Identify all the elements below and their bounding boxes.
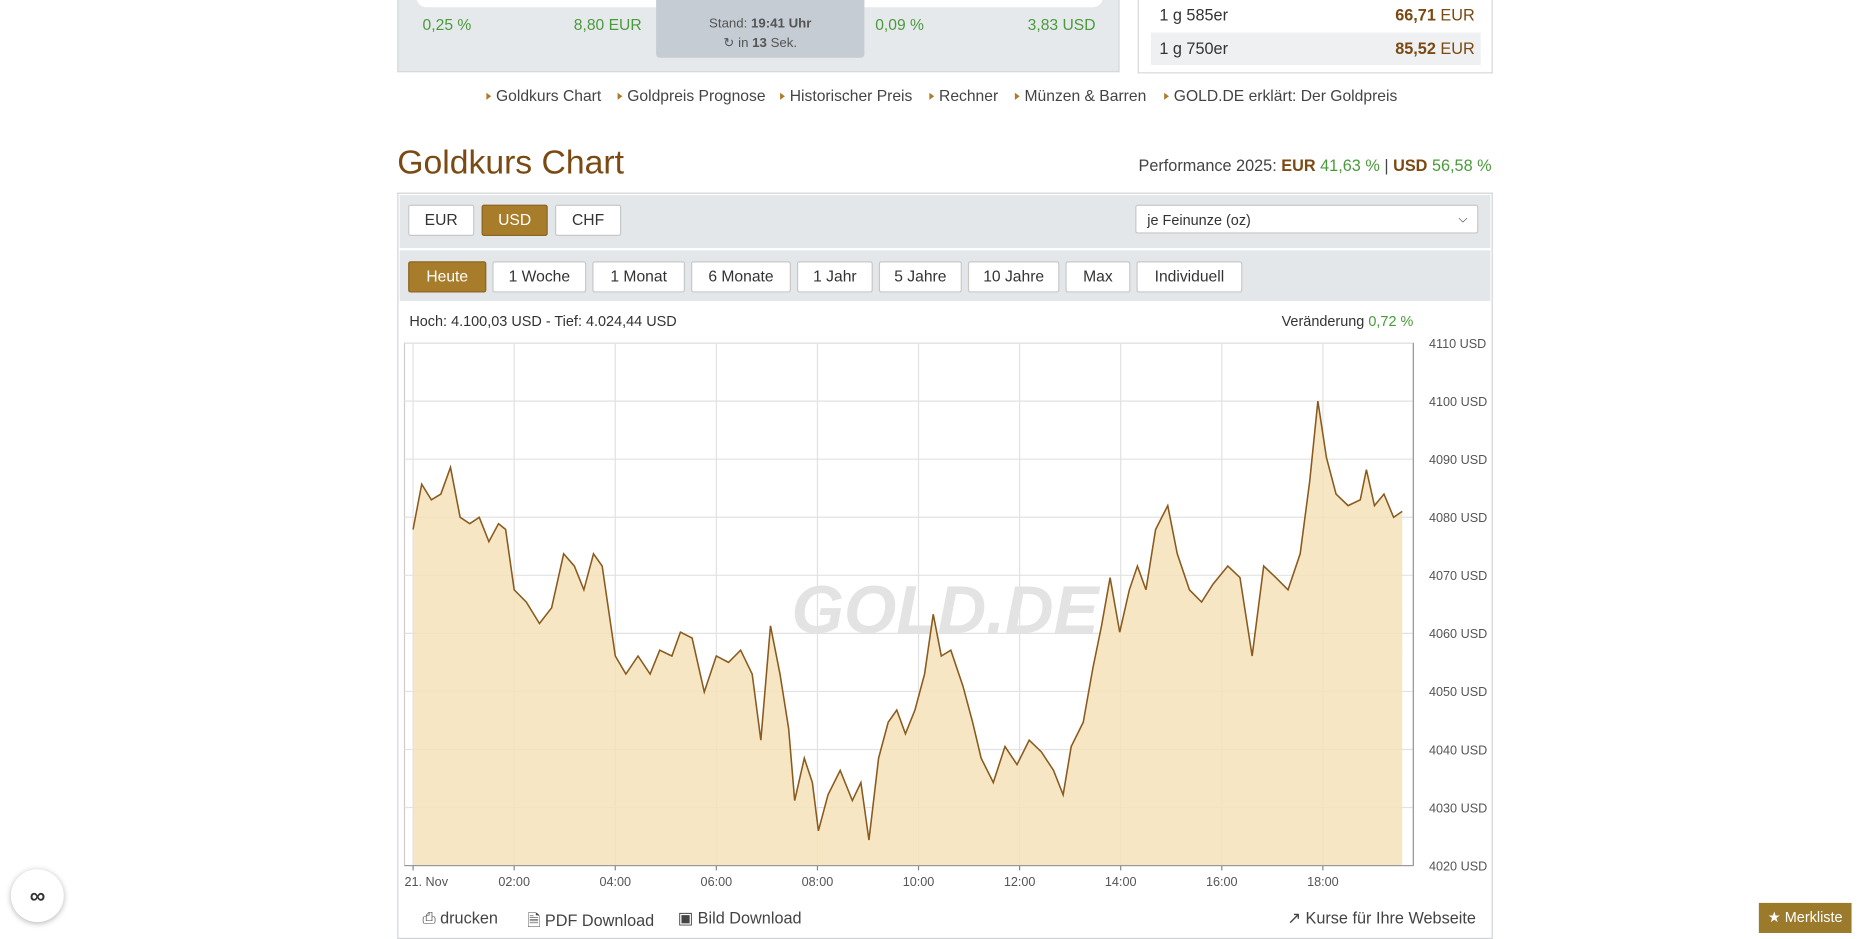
row-label: 1 g 750er — [1159, 39, 1229, 58]
row-label: 1 g 585er — [1159, 6, 1229, 25]
eur-label: EUR — [1281, 156, 1316, 175]
stand: Stand: 19:41 Uhr — [656, 17, 864, 31]
range-button[interactable]: 5 Jahre — [878, 261, 962, 293]
change-pct: 0,25 % — [422, 15, 472, 34]
usd-value: 56,58 % — [1431, 156, 1492, 175]
range-button[interactable]: 10 Jahre — [967, 261, 1060, 293]
performance-label: Performance 2025: — [1138, 156, 1277, 175]
stand-box — [656, 0, 865, 58]
row-unit: EUR — [1440, 6, 1475, 25]
nav-link[interactable]: Goldkurs Chart — [486, 87, 601, 105]
chart-box — [397, 192, 1493, 939]
range-button[interactable]: Max — [1065, 261, 1131, 293]
embed-text: Kurse für Ihre Webseite — [1305, 908, 1476, 927]
refresh-suffix: Sek. — [770, 36, 798, 51]
pdf-link[interactable]: 🗎 PDF Download — [527, 911, 655, 930]
image-link[interactable]: ▣ Bild Download — [677, 908, 802, 927]
merkliste-text: Merkliste — [1784, 908, 1843, 926]
row-price: 85,52 — [1395, 39, 1436, 58]
row: 1 g 585er 66,71 EUR — [1151, 0, 1481, 31]
row-unit: EUR — [1440, 39, 1475, 58]
image-text: Bild Download — [697, 908, 802, 927]
change-label: Veränderung — [1281, 313, 1365, 330]
accessibility-button[interactable]: ∞ — [10, 869, 64, 923]
embed-link[interactable]: ↗ Kurse für Ihre Webseite — [1287, 908, 1476, 927]
range-button[interactable]: 6 Monate — [691, 261, 791, 293]
price-panel: 0,25 % 8,80 EUR Stand: 19:41 Uhr ↻ in 13… — [397, 0, 1120, 73]
nav-link[interactable]: Goldpreis Prognose — [618, 87, 765, 105]
print-text: drucken — [440, 908, 498, 927]
nav-link[interactable]: Historischer Preis — [780, 87, 913, 105]
change: Veränderung 0,72 % — [1282, 313, 1414, 330]
nav-link[interactable]: GOLD.DE erklärt: Der Goldpreis — [1164, 87, 1398, 105]
range-button[interactable]: Heute — [408, 261, 487, 293]
stand-time: 19:41 Uhr — [751, 16, 812, 32]
change-pct: 0,09 % — [875, 15, 924, 34]
change-abs: 8,80 EUR — [573, 15, 642, 34]
range-button[interactable]: 1 Woche — [492, 261, 587, 293]
nav-link[interactable]: Münzen & Barren — [1015, 87, 1146, 105]
change-abs: 3,83 USD — [1027, 15, 1096, 34]
unit-select[interactable]: je Feinunze (oz) ⌵ — [1135, 204, 1479, 234]
merkliste-button[interactable]: ★ Merkliste — [1758, 902, 1852, 933]
section-title: Goldkurs Chart — [397, 143, 624, 181]
row-price: 66,71 — [1395, 6, 1436, 25]
eur-value: 41,63 % — [1320, 156, 1380, 175]
pdf-text: PDF Download — [544, 911, 655, 930]
change-value: 0,72 % — [1368, 313, 1414, 330]
range-button[interactable]: Individuell — [1136, 261, 1243, 293]
currency-button[interactable]: CHF — [554, 204, 622, 236]
currency-button[interactable]: EUR — [408, 204, 475, 236]
performance: Performance 2025: EUR 41,63 % | USD 56,5… — [1139, 157, 1492, 175]
high-low: Hoch: 4.100,03 USD - Tief: 4.024,44 USD — [409, 313, 677, 330]
range-button[interactable]: 1 Monat — [592, 261, 686, 293]
range-button[interactable]: 1 Jahr — [796, 261, 873, 293]
row: 1 g 750er 85,52 EUR — [1150, 32, 1481, 66]
nav-link[interactable]: Rechner — [929, 87, 998, 105]
currency-button[interactable]: USD — [481, 204, 548, 236]
refresh: ↻ in 13 Sek. — [723, 36, 798, 51]
refresh-count: 13 — [752, 36, 767, 51]
separator: | — [1384, 156, 1389, 175]
print-link[interactable]: ⎙ drucken — [422, 908, 498, 927]
stand-label: Stand: — [709, 16, 748, 32]
price-table: 1 g 585er 66,71 EUR 1 g 750er 85,52 EUR — [1137, 0, 1493, 74]
refresh-prefix: in — [738, 36, 749, 51]
usd-label: USD — [1393, 156, 1428, 175]
unit-select-text: je Feinunze (oz) — [1147, 211, 1251, 229]
